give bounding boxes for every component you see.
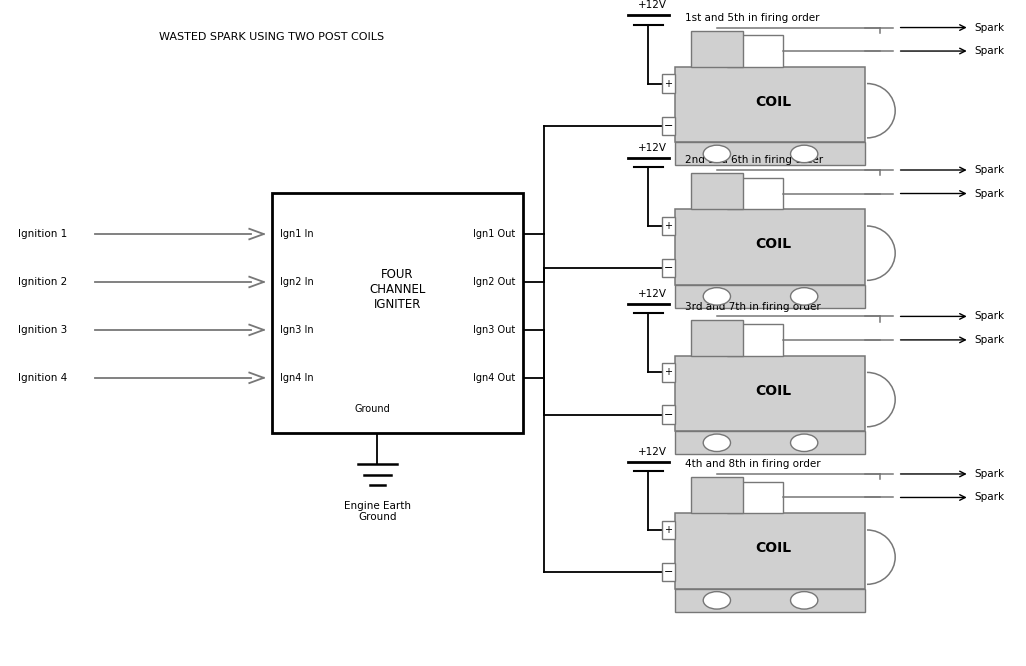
Bar	[675, 432, 865, 454]
Text: Spark: Spark	[975, 23, 1004, 33]
Text: +12V: +12V	[638, 289, 667, 299]
Text: +: +	[665, 221, 672, 231]
Bar	[662, 521, 675, 539]
Text: −: −	[664, 121, 673, 131]
Bar	[662, 217, 675, 235]
Bar	[675, 143, 865, 165]
Text: COIL: COIL	[756, 237, 792, 251]
Text: 1st and 5th in firing order: 1st and 5th in firing order	[684, 13, 819, 23]
Bar	[692, 31, 743, 67]
Text: Spark: Spark	[975, 312, 1004, 322]
Circle shape	[703, 434, 731, 452]
Bar	[272, 193, 523, 433]
Text: Ign2 In: Ign2 In	[280, 277, 314, 287]
Text: COIL: COIL	[756, 541, 792, 555]
Text: Spark: Spark	[975, 165, 1004, 175]
Text: WASTED SPARK USING TWO POST COILS: WASTED SPARK USING TWO POST COILS	[159, 33, 385, 43]
Bar	[675, 209, 865, 285]
Text: +: +	[665, 525, 672, 535]
Text: +: +	[665, 79, 672, 89]
Bar	[675, 285, 865, 308]
Text: 2nd and 6th in firing order: 2nd and 6th in firing order	[684, 155, 823, 165]
Bar	[726, 482, 783, 513]
Bar	[662, 363, 675, 382]
Text: Ign1 Out: Ign1 Out	[473, 229, 515, 239]
Text: Spark: Spark	[975, 188, 1004, 198]
Bar	[662, 259, 675, 278]
Bar	[692, 478, 743, 513]
Circle shape	[703, 288, 731, 305]
Text: Ign2 Out: Ign2 Out	[473, 277, 515, 287]
Text: Ign4 Out: Ign4 Out	[473, 373, 515, 383]
Bar	[675, 589, 865, 612]
Circle shape	[790, 288, 818, 305]
Text: Ignition 3: Ignition 3	[18, 325, 68, 335]
Circle shape	[703, 145, 731, 163]
Text: Ignition 1: Ignition 1	[18, 229, 68, 239]
Text: +12V: +12V	[638, 447, 667, 457]
Bar	[675, 513, 865, 589]
Circle shape	[703, 591, 731, 609]
Text: Spark: Spark	[975, 46, 1004, 56]
Text: +12V: +12V	[638, 143, 667, 153]
Bar	[662, 75, 675, 93]
Text: Engine Earth
Ground: Engine Earth Ground	[344, 501, 411, 522]
Bar	[726, 35, 783, 67]
Text: Ign1 In: Ign1 In	[280, 229, 314, 239]
Text: FOUR
CHANNEL
IGNITER: FOUR CHANNEL IGNITER	[369, 268, 426, 310]
Text: +12V: +12V	[638, 0, 667, 10]
Text: Ignition 4: Ignition 4	[18, 373, 68, 383]
Text: COIL: COIL	[756, 384, 792, 398]
Text: −: −	[664, 410, 673, 420]
Text: Ign3 In: Ign3 In	[280, 325, 314, 335]
Circle shape	[790, 145, 818, 163]
Bar	[662, 406, 675, 424]
Bar	[675, 67, 865, 143]
Bar	[662, 117, 675, 135]
Text: Spark: Spark	[975, 492, 1004, 502]
Text: Ign4 In: Ign4 In	[280, 373, 314, 383]
Bar	[692, 320, 743, 356]
Bar	[726, 324, 783, 356]
Text: −: −	[664, 567, 673, 577]
Bar	[726, 178, 783, 209]
Text: Ign3 Out: Ign3 Out	[473, 325, 515, 335]
Text: −: −	[664, 263, 673, 273]
Bar	[675, 356, 865, 432]
Circle shape	[790, 434, 818, 452]
Text: Ignition 2: Ignition 2	[18, 277, 68, 287]
Circle shape	[790, 591, 818, 609]
Text: 3rd and 7th in firing order: 3rd and 7th in firing order	[684, 302, 821, 312]
Text: Ground: Ground	[354, 404, 390, 414]
Text: 4th and 8th in firing order: 4th and 8th in firing order	[684, 460, 820, 470]
Text: COIL: COIL	[756, 95, 792, 109]
Text: Spark: Spark	[975, 335, 1004, 345]
Bar	[692, 173, 743, 209]
Text: +: +	[665, 368, 672, 378]
Bar	[662, 563, 675, 581]
Text: Spark: Spark	[975, 469, 1004, 479]
